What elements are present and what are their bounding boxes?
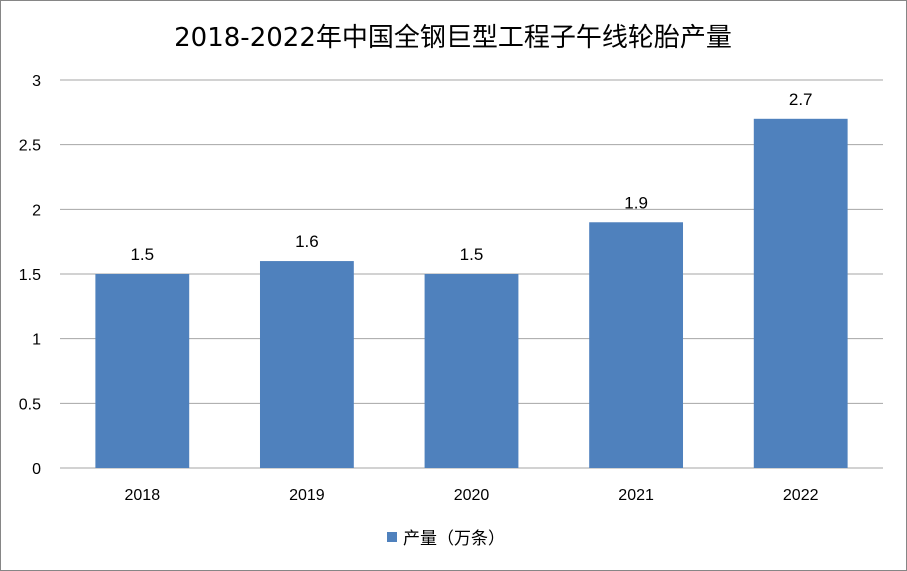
x-tick-label: 2020 — [454, 487, 490, 504]
y-tick-label: 1.5 — [19, 267, 41, 284]
y-tick-label: 3 — [32, 73, 41, 90]
bar-2022 — [753, 118, 848, 469]
grid-lines — [60, 79, 883, 469]
bar-2019 — [259, 261, 354, 468]
bar-2020 — [424, 274, 519, 468]
y-tick-label: 0 — [32, 461, 41, 478]
x-tick-label: 2021 — [618, 487, 654, 504]
legend-swatch — [387, 532, 397, 542]
data-label: 1.5 — [460, 245, 484, 264]
data-label: 1.6 — [295, 232, 319, 251]
y-tick-label: 2.5 — [19, 138, 41, 155]
x-tick-label: 2019 — [289, 487, 325, 504]
x-tick-label: 2022 — [783, 487, 819, 504]
data-label: 1.9 — [624, 193, 648, 212]
data-labels: 1.5 1.6 1.5 1.9 2.7 — [130, 90, 812, 264]
x-tick-label: 2018 — [125, 487, 161, 504]
bar-2021 — [589, 222, 684, 468]
x-axis-ticks: 2018 2019 2020 2021 2022 — [125, 487, 819, 504]
y-axis-ticks: 0 0.5 1 1.5 2 2.5 3 — [19, 73, 41, 478]
data-label: 1.5 — [130, 245, 154, 264]
y-tick-label: 0.5 — [19, 396, 41, 413]
data-label: 2.7 — [789, 90, 813, 109]
chart-title: 2018-2022年中国全钢巨型工程子午线轮胎产量 — [174, 23, 732, 53]
legend-label: 产量（万条） — [403, 529, 505, 549]
y-tick-label: 2 — [32, 202, 41, 219]
bars — [95, 118, 848, 469]
legend: 产量（万条） — [387, 529, 505, 549]
y-tick-label: 1 — [32, 332, 41, 349]
bar-2018 — [95, 274, 190, 468]
